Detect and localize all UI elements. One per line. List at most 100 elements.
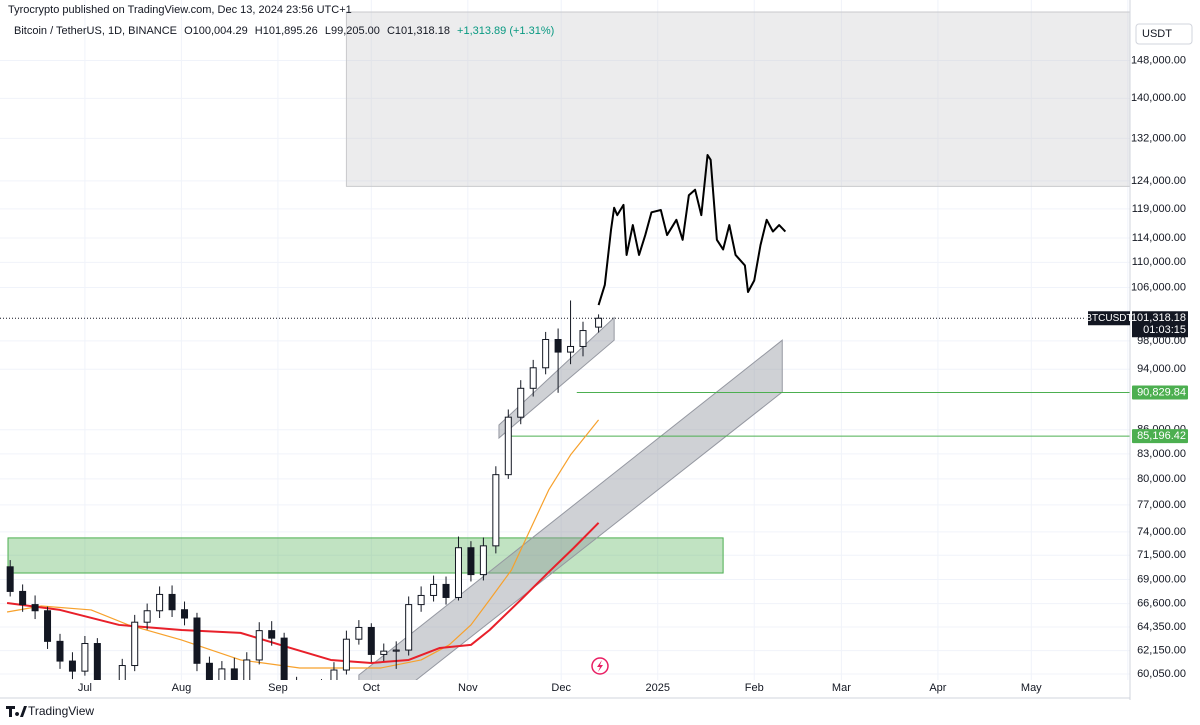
plot-area [0,0,1130,680]
y-tick-label: 80,000.00 [1137,473,1186,485]
candle-body [31,604,39,612]
candle-body [81,643,89,672]
candle-body [230,668,238,680]
candle-body [492,474,500,547]
level-label-box [1132,385,1188,400]
legend-change: +1,313.89 (+1.31%) [457,25,554,37]
legend-close: C101,318.18 [387,25,450,37]
x-tick-label: Jul [78,682,92,694]
y-tick-label: 119,000.00 [1132,203,1186,215]
candle-body [168,593,176,611]
x-tick-label: 2025 [645,682,669,694]
y-tick-label: 77,000.00 [1137,499,1186,511]
candle-body [93,643,101,680]
x-tick-label: Oct [363,682,380,694]
legend-symbol: Bitcoin / TetherUS, 1D, BINANCE [14,25,177,37]
candle-body [280,637,288,680]
projection-line [597,154,787,306]
level-label: 90,829.84 [1137,386,1186,398]
x-tick-label: Mar [832,682,851,694]
y-tick-label: 132,000.00 [1131,132,1186,144]
y-tick-label: 106,000.00 [1131,281,1186,293]
branding[interactable]: TradingView [6,704,94,718]
publish-note: Tyrocrypto published on TradingView.com,… [8,4,352,16]
candle-body [595,317,603,328]
y-tick-label: 66,600.00 [1137,597,1186,609]
y-tick-label: 140,000.00 [1131,92,1186,104]
event-icon[interactable] [591,657,609,675]
candle-body [205,662,213,680]
y-tick-label: 60,050.00 [1137,668,1186,680]
zone [7,537,724,574]
candle-body [156,593,164,612]
zone [345,11,1130,187]
candle-body [243,659,251,680]
y-tick-label: 64,350.00 [1137,621,1186,633]
branding-logo[interactable] [6,706,27,717]
candle-body [143,610,151,623]
y-tick-label: 69,000.00 [1137,573,1186,585]
candle-body [567,345,575,353]
x-tick-label: Dec [551,682,571,694]
branding-text[interactable]: TradingView [28,704,94,718]
moving-average [6,419,600,669]
candle-body [193,617,201,664]
candle-body [529,367,537,389]
channel [498,316,615,440]
candle-body [467,547,475,576]
last-price-label: 101,318.18 [1131,312,1186,324]
candle-body [554,339,562,353]
candle-body [405,604,413,651]
y-tick-label: 71,500.00 [1137,549,1186,561]
y-tick-label: 74,000.00 [1137,526,1186,538]
candle-body [131,621,139,667]
candle-body [355,626,363,640]
candle-body [181,609,189,619]
candle-body [392,649,400,652]
symbol-label: BTCUSDT [1085,313,1132,324]
candle-body [517,387,525,418]
candle-body [417,594,425,606]
y-tick-label: 148,000.00 [1131,54,1186,66]
last-price-box [1132,311,1188,338]
candle-body [118,665,126,680]
candle-body [268,630,276,639]
moving-average [6,522,600,664]
y-tick-label: 94,000.00 [1137,363,1186,375]
candle-body [479,545,487,576]
candle-body [255,630,263,661]
y-tick-label: 62,150.00 [1137,645,1186,657]
countdown-label: 01:03:15 [1143,324,1186,336]
candle-body [504,416,512,476]
x-tick-label: Apr [929,682,946,694]
x-tick-label: Sep [268,682,288,694]
y-tick-label: 83,000.00 [1137,448,1186,460]
candle-body [380,650,388,655]
event-icon-bolt[interactable] [597,660,603,672]
y-tick-label: 110,000.00 [1132,256,1186,268]
channel [358,339,783,680]
currency-label[interactable]: USDT [1142,28,1172,40]
candle-body [342,638,350,671]
x-tick-label: Nov [458,682,478,694]
candle-body [454,547,462,598]
candle-body [330,669,338,680]
candle-body [442,583,450,598]
currency-button[interactable] [1135,23,1193,45]
level-label-box [1132,429,1188,444]
level-label: 85,196.42 [1137,430,1186,442]
candle-body [56,640,64,662]
x-tick-label: Feb [745,682,764,694]
legend-high: H101,895.26 [255,25,318,37]
y-tick-label: 124,000.00 [1131,175,1186,187]
candle-body [68,660,76,672]
candle-body [218,668,226,680]
y-tick-label: 114,000.00 [1132,232,1186,244]
candle-body [542,339,550,369]
legend-open: O100,004.29 [184,25,248,37]
candle-body [430,583,438,596]
legend-low: L99,205.00 [325,25,380,37]
candle-body [579,330,587,347]
